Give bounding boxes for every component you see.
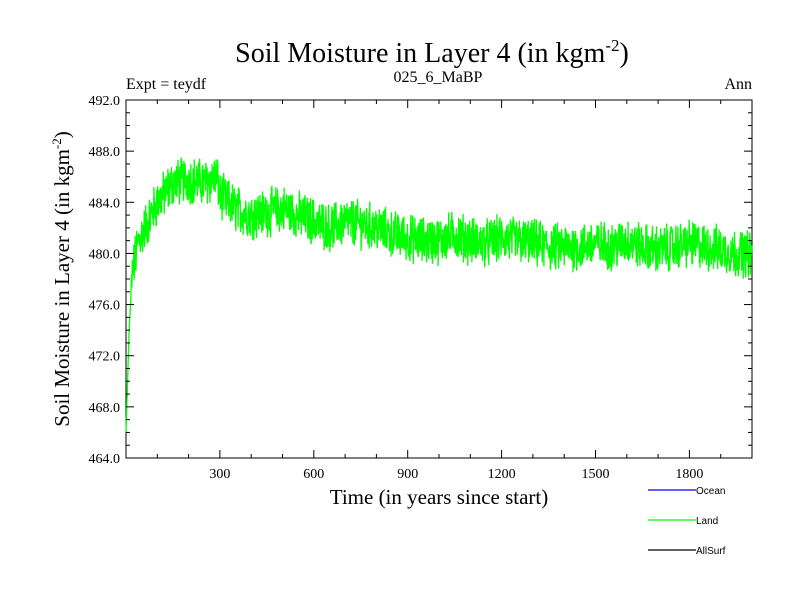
legend-label-ocean: Ocean bbox=[696, 486, 725, 497]
x-tick-label: 900 bbox=[397, 467, 418, 482]
x-tick-label: 1500 bbox=[582, 467, 610, 482]
y-tick-label: 476.0 bbox=[89, 299, 121, 314]
x-axis-label: Time (in years since start) bbox=[330, 485, 549, 509]
legend-label-land: Land bbox=[696, 516, 718, 527]
y-axis-label: Soil Moisture in Layer 4 (in kgm-2) bbox=[49, 131, 74, 426]
subtitle-period: 025_6_MaBP bbox=[394, 69, 483, 86]
x-tick-label: 1200 bbox=[488, 467, 516, 482]
axis-layer: 464.0 468.0 472.0 476.0 480.0 484.0 488.0 492.0… bbox=[89, 94, 752, 482]
y-tick-label: 492.0 bbox=[89, 94, 121, 109]
chart-title: Soil Moisture in Layer 4 (in kgm-2) bbox=[235, 36, 629, 69]
subtitle-experiment: Expt = teydf bbox=[126, 76, 207, 93]
x-tick-label: 300 bbox=[209, 467, 230, 482]
y-tick-label: 464.0 bbox=[89, 452, 121, 467]
legend: Ocean Land AllSurf bbox=[648, 486, 726, 557]
y-tick-label: 484.0 bbox=[89, 196, 121, 211]
y-tick-label: 488.0 bbox=[89, 145, 121, 160]
y-tick-label: 480.0 bbox=[89, 247, 121, 262]
series-layer bbox=[125, 157, 753, 433]
series-line-land bbox=[125, 157, 753, 433]
x-tick-label: 1800 bbox=[675, 467, 703, 482]
y-tick-label: 468.0 bbox=[89, 401, 121, 416]
legend-label-allsurf: AllSurf bbox=[696, 546, 726, 557]
plot-frame bbox=[125, 99, 753, 459]
x-tick-label: 600 bbox=[303, 467, 324, 482]
y-tick-label: 472.0 bbox=[89, 350, 121, 365]
subtitle-season: Ann bbox=[724, 76, 752, 93]
